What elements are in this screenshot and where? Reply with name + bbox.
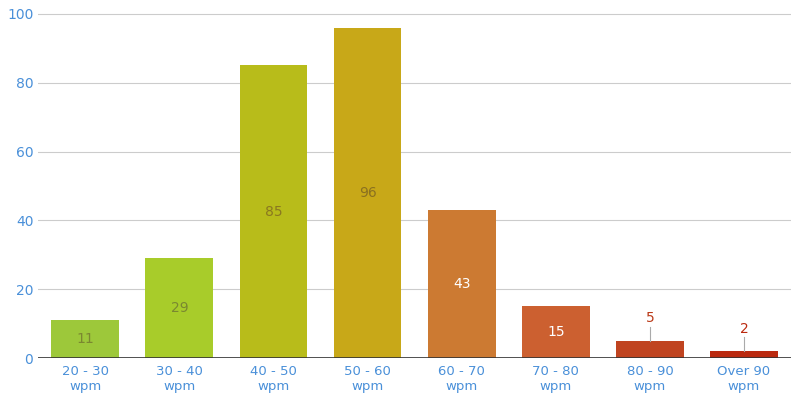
- Text: 2: 2: [740, 322, 749, 336]
- Text: 5: 5: [646, 312, 654, 326]
- Text: 96: 96: [358, 186, 377, 200]
- Bar: [428, 210, 496, 358]
- Bar: [239, 66, 307, 358]
- Bar: [522, 306, 590, 358]
- Bar: [710, 351, 778, 358]
- Text: 29: 29: [171, 301, 188, 315]
- Bar: [145, 258, 213, 358]
- Text: 43: 43: [453, 277, 471, 291]
- Bar: [334, 28, 401, 358]
- Bar: [51, 320, 119, 358]
- Text: 11: 11: [77, 332, 94, 346]
- Text: 15: 15: [547, 325, 565, 339]
- Text: 85: 85: [265, 205, 282, 219]
- Bar: [616, 341, 684, 358]
